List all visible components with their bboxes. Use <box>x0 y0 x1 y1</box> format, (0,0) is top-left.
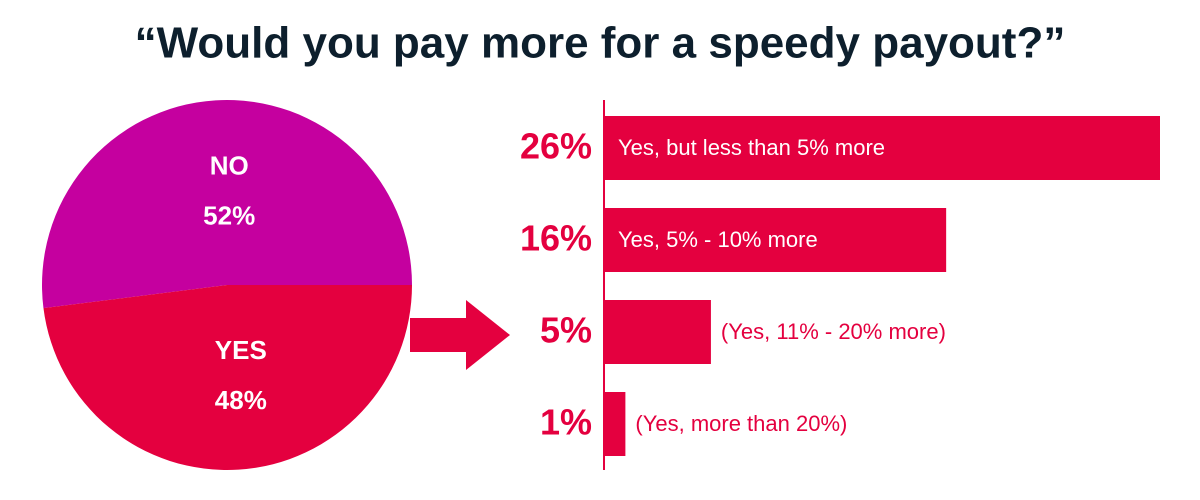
slice-value: 52% <box>203 201 255 231</box>
pie-slice <box>42 100 412 309</box>
bar-value: 26% <box>520 126 592 167</box>
arrow <box>410 300 510 370</box>
bar <box>604 116 1160 180</box>
bar <box>604 392 626 456</box>
slice-label: NO <box>210 151 249 181</box>
bar-value: 5% <box>540 310 592 351</box>
slice-label: YES <box>215 335 267 365</box>
bar-label: Yes, but less than 5% more <box>618 135 885 160</box>
bar-label: Yes, 5% - 10% more <box>618 227 818 252</box>
chart-title: “Would you pay more for a speedy payout?… <box>135 19 1066 68</box>
slice-value: 48% <box>215 385 267 415</box>
bar-label: (Yes, more than 20%) <box>635 411 847 436</box>
bar-value: 16% <box>520 218 592 259</box>
pie-slice <box>43 285 413 471</box>
bar-value: 1% <box>540 402 592 443</box>
bar-label: (Yes, 11% - 20% more) <box>721 319 946 344</box>
bar <box>604 208 947 272</box>
bar <box>604 300 711 364</box>
